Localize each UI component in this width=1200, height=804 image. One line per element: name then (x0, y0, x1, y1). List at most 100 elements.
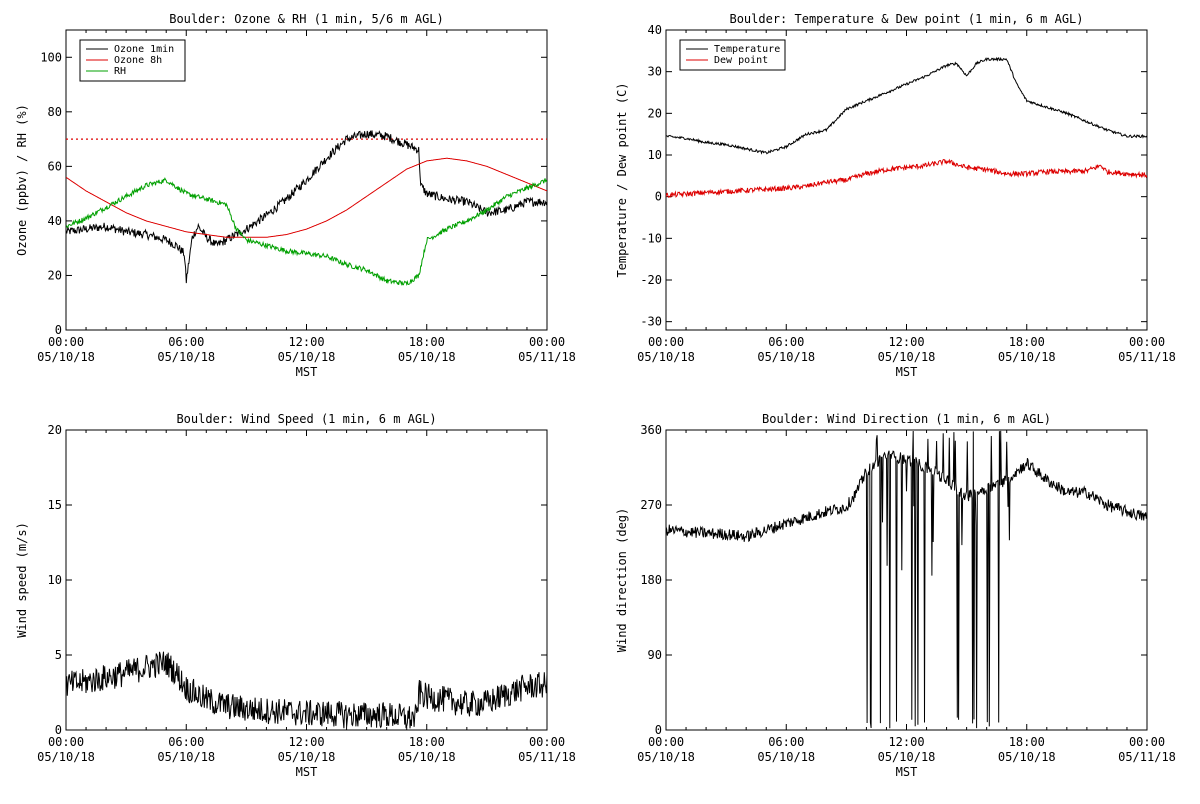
legend-label: Ozone 8h (114, 55, 162, 66)
series-line-dew-point (666, 158, 1147, 199)
y-tick-label: 360 (640, 423, 662, 437)
y-tick-label: 270 (640, 498, 662, 512)
chart-title: Boulder: Temperature & Dew point (1 min,… (729, 12, 1083, 26)
y-tick-label: 20 (48, 268, 62, 282)
chart-title: Boulder: Ozone & RH (1 min, 5/6 m AGL) (169, 12, 444, 26)
y-axis-label: Wind speed (m/s) (15, 522, 29, 638)
x-tick-label-date: 05/10/18 (278, 750, 336, 764)
chart-title: Boulder: Wind Speed (1 min, 6 m AGL) (176, 412, 436, 426)
y-tick-label: 0 (655, 190, 662, 204)
x-tick-label-time: 00:00 (1129, 735, 1165, 749)
plot-area (66, 651, 547, 729)
y-axis-label: Wind direction (deg) (615, 508, 629, 653)
x-tick-label-date: 05/10/18 (157, 750, 215, 764)
x-tick-label-date: 05/10/18 (398, 750, 456, 764)
x-tick-label-date: 05/10/18 (998, 750, 1056, 764)
x-tick-label-date: 05/10/18 (637, 750, 695, 764)
y-tick-label: 60 (48, 159, 62, 173)
y-tick-label: 0 (55, 723, 62, 737)
x-axis-label: MST (896, 765, 918, 779)
chart-panel-wind-speed: Boulder: Wind Speed (1 min, 6 m AGL) 0 5 10… (15, 412, 576, 779)
x-tick-label-date: 05/10/18 (998, 350, 1056, 364)
y-tick-label: 180 (640, 573, 662, 587)
y-tick-label: 40 (48, 214, 62, 228)
chart-panel-wind-direction: Boulder: Wind Direction (1 min, 6 m AGL)… (615, 412, 1176, 779)
legend-label: Temperature (714, 44, 780, 55)
x-tick-label-time: 00:00 (48, 335, 84, 349)
x-tick-label-time: 12:00 (888, 735, 924, 749)
x-axis-label: MST (296, 765, 318, 779)
x-tick-label-time: 00:00 (529, 335, 565, 349)
x-tick-label-time: 00:00 (1129, 335, 1165, 349)
x-tick-label-date: 05/11/18 (518, 350, 576, 364)
x-tick-label-date: 05/10/18 (398, 350, 456, 364)
x-tick-label-time: 12:00 (288, 335, 324, 349)
legend-label: Ozone 1min (114, 44, 174, 55)
plot-area (666, 430, 1147, 729)
x-tick-label-time: 12:00 (888, 335, 924, 349)
series-line-temperature (666, 56, 1147, 155)
x-tick-label-time: 06:00 (768, 735, 804, 749)
y-tick-label: -30 (640, 315, 662, 329)
x-tick-label-date: 05/10/18 (757, 350, 815, 364)
chart-panel-temp-dew: Boulder: Temperature & Dew point (1 min,… (615, 12, 1176, 379)
x-tick-label-date: 05/10/18 (278, 350, 336, 364)
x-tick-label-time: 18:00 (409, 735, 445, 749)
x-tick-label-date: 05/10/18 (157, 350, 215, 364)
legend-label: RH (114, 66, 126, 77)
y-tick-label: 0 (55, 323, 62, 337)
x-axis-label: MST (896, 365, 918, 379)
plot-area (666, 56, 1147, 199)
x-tick-label-time: 18:00 (409, 335, 445, 349)
legend-label: Dew point (714, 55, 768, 66)
x-tick-label-time: 00:00 (48, 735, 84, 749)
x-axis-label: MST (296, 365, 318, 379)
x-tick-label-date: 05/11/18 (1118, 350, 1176, 364)
x-tick-label-date: 05/10/18 (637, 350, 695, 364)
series-line-wind-speed (66, 651, 547, 729)
y-tick-label: 20 (648, 106, 662, 120)
y-tick-label: 0 (655, 723, 662, 737)
plot-frame (665, 29, 1148, 331)
y-tick-label: 10 (48, 573, 62, 587)
y-axis-label: Ozone (ppbv) / RH (%) (15, 104, 29, 256)
y-tick-label: 30 (648, 65, 662, 79)
y-axis-label: Temperature / Dew point (C) (615, 82, 629, 277)
plot-frame (65, 429, 548, 731)
series-line-wind-direction (666, 430, 1147, 729)
y-tick-label: -20 (640, 273, 662, 287)
x-tick-label-time: 18:00 (1009, 335, 1045, 349)
chart-panel-ozone-rh: Boulder: Ozone & RH (1 min, 5/6 m AGL) 0 2… (15, 12, 576, 379)
y-tick-label: 100 (40, 50, 62, 64)
x-tick-label-time: 06:00 (768, 335, 804, 349)
x-tick-label-time: 06:00 (168, 735, 204, 749)
y-tick-label: 15 (48, 498, 62, 512)
x-tick-label-date: 05/10/18 (757, 750, 815, 764)
series-line-ozone-1min (66, 130, 547, 284)
y-tick-label: -10 (640, 231, 662, 245)
x-tick-label-date: 05/10/18 (878, 350, 936, 364)
x-tick-label-date: 05/10/18 (37, 350, 95, 364)
series-line-ozone-8h (66, 157, 547, 238)
y-tick-label: 10 (648, 148, 662, 162)
x-tick-label-date: 05/11/18 (518, 750, 576, 764)
x-tick-label-time: 06:00 (168, 335, 204, 349)
x-tick-label-date: 05/10/18 (878, 750, 936, 764)
legend-box (679, 39, 786, 71)
y-tick-label: 40 (648, 23, 662, 37)
x-tick-label-date: 05/11/18 (1118, 750, 1176, 764)
x-tick-label-time: 00:00 (529, 735, 565, 749)
chart-title: Boulder: Wind Direction (1 min, 6 m AGL) (762, 412, 1051, 426)
y-tick-label: 20 (48, 423, 62, 437)
x-tick-label-time: 00:00 (648, 735, 684, 749)
y-tick-label: 90 (648, 648, 662, 662)
series-line-rh (66, 177, 547, 286)
x-tick-label-time: 00:00 (648, 335, 684, 349)
y-tick-label: 80 (48, 105, 62, 119)
plot-area (66, 130, 547, 286)
y-tick-label: 5 (55, 648, 62, 662)
